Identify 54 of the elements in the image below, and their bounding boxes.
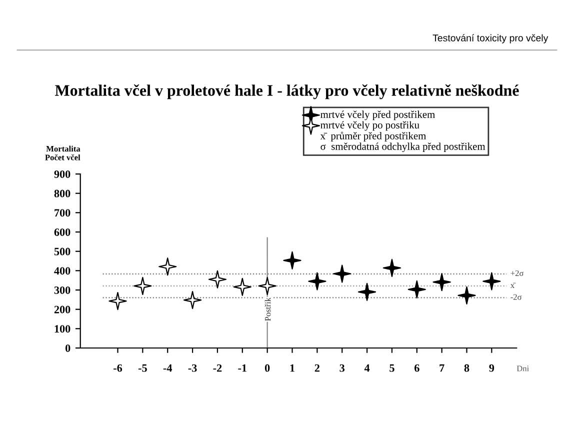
point	[134, 276, 152, 295]
ref-line-label: x̄	[510, 282, 516, 288]
point	[358, 282, 376, 301]
x-tick-label: 1	[290, 364, 294, 372]
x-tick-label: 0	[264, 364, 270, 372]
point	[233, 278, 252, 296]
x-tick-label: -6	[114, 364, 122, 372]
point	[183, 290, 202, 310]
y-tick-label: 0	[66, 344, 70, 352]
x-tick-label: 9	[489, 364, 494, 372]
point	[432, 273, 451, 292]
text: x̄ průměr před postřikem	[320, 132, 426, 142]
text: σ směrodatná odchylka před postřikem	[320, 142, 486, 152]
point	[283, 251, 302, 270]
y-tick-label: 700	[54, 209, 70, 217]
point	[482, 272, 501, 290]
point	[208, 270, 227, 288]
y-tick-label: 800	[54, 190, 70, 198]
x-tick-label: 4	[364, 364, 370, 372]
point	[258, 276, 276, 295]
x-tick-label: -2	[213, 364, 222, 372]
x-tick-label: 6	[414, 364, 420, 372]
x-tick-label: 8	[464, 364, 470, 372]
y-tick-label: 600	[54, 228, 70, 236]
ref-line-label: Postřik	[264, 298, 271, 321]
x-tick-label: 2	[314, 364, 320, 372]
legend-label: mrtvé včely před postřikem	[320, 110, 435, 120]
x-tick-label: 3	[340, 364, 344, 372]
point	[308, 272, 326, 290]
y-tick-label: 100	[54, 325, 70, 333]
point	[108, 292, 127, 310]
x-axis-title: Dni	[516, 366, 529, 372]
x-tick-label: -3	[188, 364, 197, 372]
ref-line-label: +2σ	[510, 270, 524, 276]
y-tick-label: 500	[54, 248, 70, 256]
x-tick-label: -4	[163, 364, 172, 372]
point	[458, 286, 476, 304]
point	[333, 264, 352, 283]
y-tick-label: 400	[54, 267, 70, 275]
point	[382, 258, 402, 278]
y-tick-label: 300	[54, 286, 70, 294]
ref-line-label: -2σ	[510, 294, 522, 300]
y-tick-label: 200	[54, 306, 70, 314]
legend-label: mrtvé včely po postřiku	[320, 121, 420, 131]
point	[408, 280, 426, 298]
point	[158, 258, 177, 276]
x-tick-label: 5	[390, 364, 394, 372]
x-tick-label: -5	[138, 364, 147, 372]
chart-title: Mortalita včel v proletové hale I - látky pro včely relativně neškodné	[55, 84, 519, 100]
x-tick-label: 7	[440, 364, 444, 372]
y-tick-label: 900	[54, 170, 70, 178]
x-tick-label: -1	[238, 364, 246, 372]
y-axis-title: Mortalita Počet včel	[45, 146, 80, 160]
text: Testování toxicity pro včely	[432, 34, 548, 44]
